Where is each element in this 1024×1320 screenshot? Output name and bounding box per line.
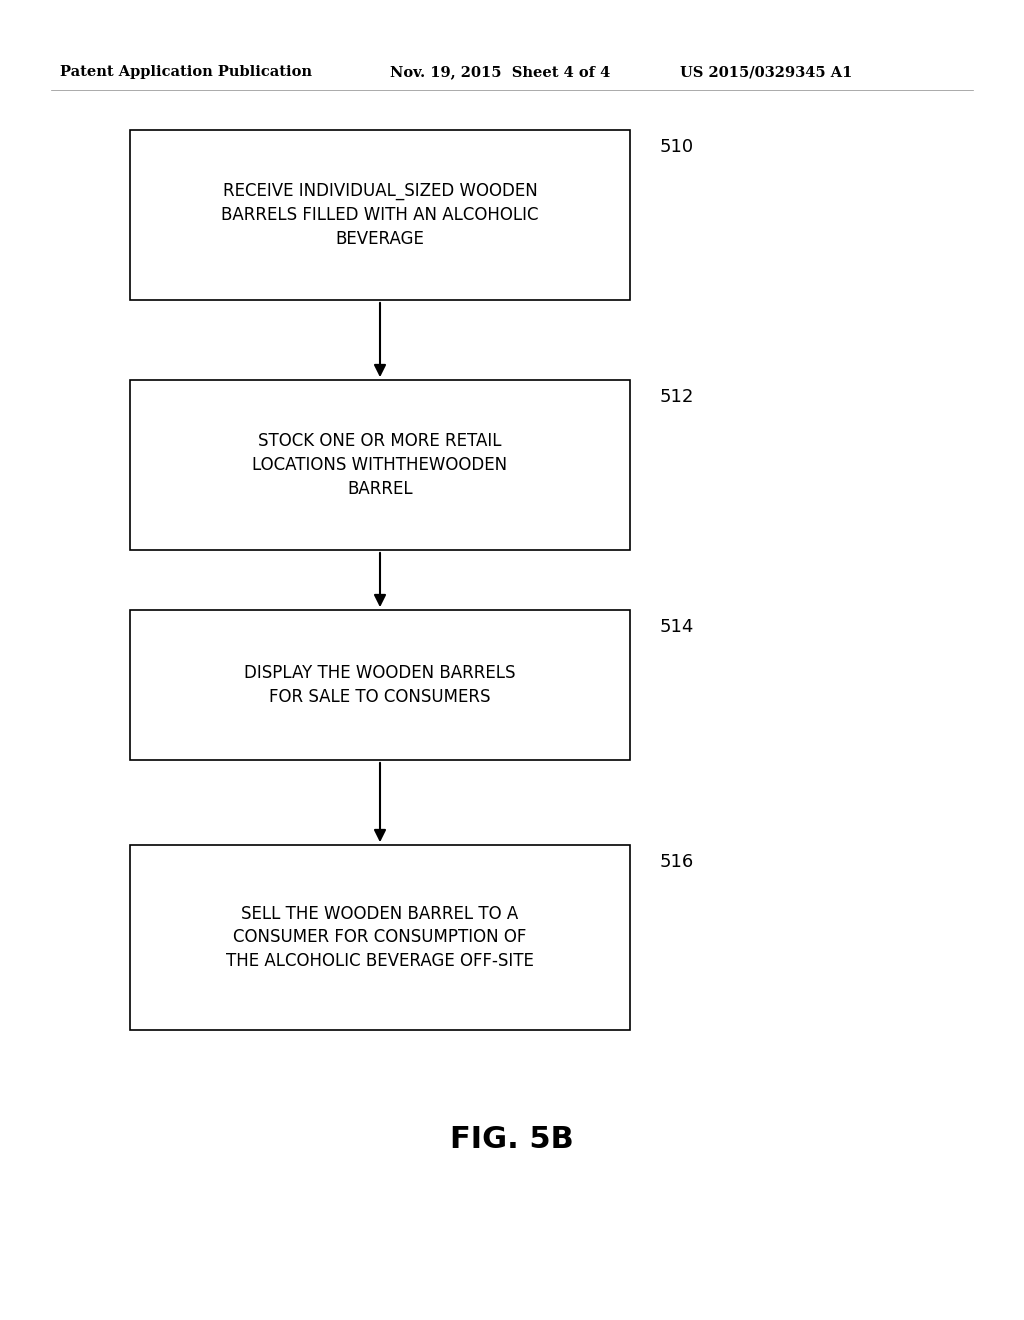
Bar [130, 380, 630, 550]
Text: FIG. 5B: FIG. 5B [451, 1126, 573, 1155]
Text: 516: 516 [660, 853, 694, 871]
Text: RECEIVE INDIVIDUAL_SIZED WOODEN
BARRELS FILLED WITH AN ALCOHOLIC
BEVERAGE: RECEIVE INDIVIDUAL_SIZED WOODEN BARRELS … [221, 182, 539, 248]
Text: 514: 514 [660, 618, 694, 636]
Text: Patent Application Publication: Patent Application Publication [60, 65, 312, 79]
Text: US 2015/0329345 A1: US 2015/0329345 A1 [680, 65, 852, 79]
Text: 512: 512 [660, 388, 694, 407]
Text: Nov. 19, 2015  Sheet 4 of 4: Nov. 19, 2015 Sheet 4 of 4 [390, 65, 610, 79]
Text: STOCK ONE OR MORE RETAIL
LOCATIONS WITHTHEWOODEN
BARREL: STOCK ONE OR MORE RETAIL LOCATIONS WITHT… [253, 433, 508, 498]
Bar [130, 129, 630, 300]
Bar [130, 845, 630, 1030]
Text: SELL THE WOODEN BARREL TO A
CONSUMER FOR CONSUMPTION OF
THE ALCOHOLIC BEVERAGE O: SELL THE WOODEN BARREL TO A CONSUMER FOR… [226, 906, 534, 970]
Text: DISPLAY THE WOODEN BARRELS
FOR SALE TO CONSUMERS: DISPLAY THE WOODEN BARRELS FOR SALE TO C… [245, 664, 516, 706]
Text: 510: 510 [660, 139, 694, 156]
Bar [130, 610, 630, 760]
